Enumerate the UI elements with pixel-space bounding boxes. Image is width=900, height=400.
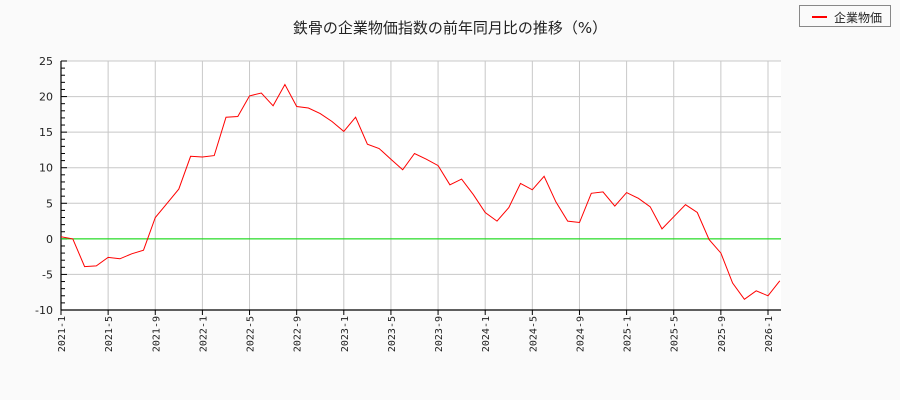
y-tick-label: 25	[39, 55, 53, 68]
x-tick-label: 2021-9	[151, 316, 162, 352]
y-tick-label: -10	[35, 304, 53, 317]
x-tick-label: 2022-1	[198, 316, 209, 352]
x-tick-label: 2022-9	[293, 316, 304, 352]
series-line	[60, 83, 781, 300]
chart-title: 鉄骨の企業物価指数の前年同月比の推移（%）	[292, 19, 608, 37]
x-tick-label: 2023-1	[340, 316, 351, 352]
x-tick-label: 2021-1	[57, 316, 68, 352]
x-tick-label: 2026-1	[764, 316, 775, 352]
x-tick-label: 2025-1	[623, 316, 634, 352]
x-tick-label: 2024-5	[528, 316, 539, 352]
x-tick-label: 2021-5	[104, 316, 115, 352]
x-tick-label: 2022-5	[246, 316, 257, 352]
y-tick-label: -5	[42, 268, 53, 281]
y-tick-label: 0	[46, 233, 53, 246]
x-tick-label: 2023-9	[434, 316, 445, 352]
legend: 企業物価	[799, 5, 891, 27]
y-tick-label: 15	[39, 126, 53, 139]
x-tick-label: 2023-5	[387, 316, 398, 352]
legend-swatch-icon	[812, 16, 827, 18]
y-tick-label: 5	[46, 197, 53, 210]
plot-area	[61, 61, 781, 310]
y-tick-label: 10	[39, 162, 53, 175]
x-tick-label: 2025-9	[717, 316, 728, 352]
x-tick-label: 2024-1	[481, 316, 492, 352]
y-tick-label: 20	[39, 91, 53, 104]
legend-label: 企業物価	[834, 11, 883, 25]
x-tick-label: 2025-5	[670, 316, 681, 352]
x-tick-label: 2024-9	[575, 316, 586, 352]
